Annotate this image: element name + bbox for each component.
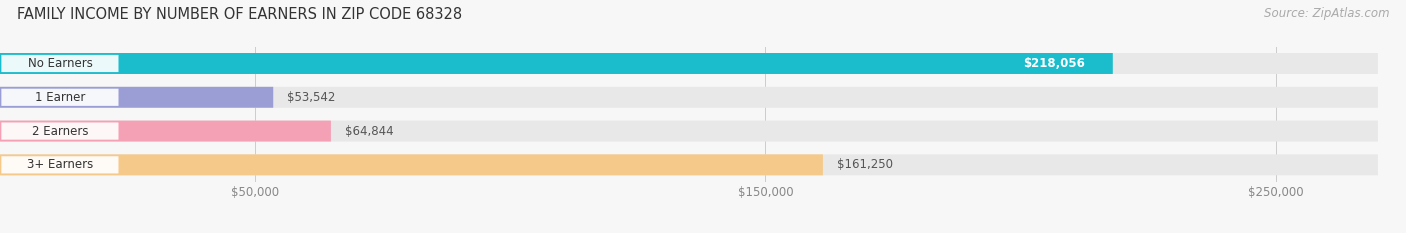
Text: $218,056: $218,056 [1024, 57, 1085, 70]
FancyBboxPatch shape [0, 53, 1378, 74]
Text: Source: ZipAtlas.com: Source: ZipAtlas.com [1264, 7, 1389, 20]
Text: 3+ Earners: 3+ Earners [27, 158, 93, 171]
Text: $161,250: $161,250 [837, 158, 893, 171]
FancyBboxPatch shape [1, 55, 118, 72]
FancyBboxPatch shape [1, 89, 118, 106]
Text: FAMILY INCOME BY NUMBER OF EARNERS IN ZIP CODE 68328: FAMILY INCOME BY NUMBER OF EARNERS IN ZI… [17, 7, 463, 22]
FancyBboxPatch shape [1, 123, 118, 140]
Text: No Earners: No Earners [28, 57, 93, 70]
FancyBboxPatch shape [0, 53, 1112, 74]
FancyBboxPatch shape [1002, 56, 1107, 71]
FancyBboxPatch shape [0, 87, 1378, 108]
FancyBboxPatch shape [0, 87, 273, 108]
FancyBboxPatch shape [1, 156, 118, 173]
FancyBboxPatch shape [0, 121, 330, 141]
Text: $53,542: $53,542 [287, 91, 336, 104]
FancyBboxPatch shape [0, 154, 823, 175]
Text: $64,844: $64,844 [344, 125, 394, 137]
FancyBboxPatch shape [0, 121, 1378, 141]
FancyBboxPatch shape [0, 154, 1378, 175]
Text: 1 Earner: 1 Earner [35, 91, 86, 104]
Text: 2 Earners: 2 Earners [32, 125, 89, 137]
